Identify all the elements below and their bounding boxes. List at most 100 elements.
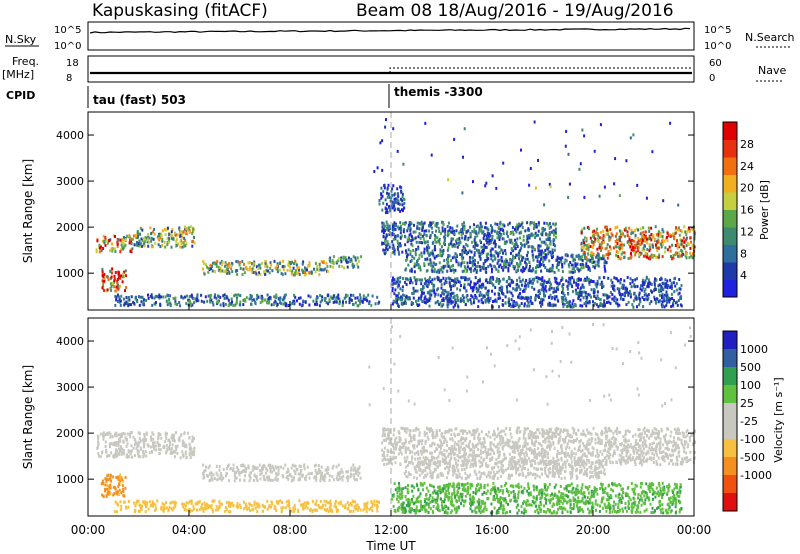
range-cell — [480, 241, 482, 244]
range-cell — [208, 472, 211, 476]
range-cell — [225, 296, 228, 300]
range-cell — [470, 300, 472, 304]
range-cell — [651, 448, 654, 452]
range-cell — [379, 141, 382, 145]
range-cell — [298, 302, 301, 306]
range-cell — [567, 152, 570, 156]
range-cell — [204, 469, 207, 472]
range-cell — [670, 255, 672, 258]
range-cell — [428, 253, 431, 257]
range-cell — [529, 296, 532, 300]
range-cell — [650, 226, 653, 230]
range-cell — [677, 228, 680, 232]
range-cell — [302, 503, 305, 507]
range-cell — [259, 473, 262, 476]
range-cell — [275, 301, 278, 305]
range-cell — [288, 264, 290, 268]
range-cell — [643, 298, 646, 302]
range-cell — [314, 463, 317, 467]
range-cell — [630, 232, 633, 236]
range-cell — [668, 297, 671, 301]
range-cell — [658, 252, 661, 256]
range-cell — [316, 267, 319, 271]
range-cell — [138, 303, 141, 307]
range-cell — [524, 286, 527, 290]
range-cell — [630, 243, 633, 247]
range-cell — [569, 304, 572, 308]
range-cell — [396, 198, 399, 202]
range-cell — [223, 264, 226, 268]
range-cell — [570, 449, 573, 453]
range-cell — [523, 302, 526, 306]
range-cell — [112, 234, 115, 238]
range-cell — [491, 289, 493, 293]
y-tick-label: 3000 — [56, 175, 84, 188]
range-cell — [205, 507, 208, 511]
range-cell — [459, 253, 462, 256]
range-cell — [609, 236, 612, 240]
range-cell — [450, 259, 453, 262]
range-cell — [410, 267, 413, 271]
range-cell — [630, 285, 633, 289]
range-cell — [117, 490, 119, 494]
range-cell — [491, 267, 493, 271]
range-cell — [153, 441, 156, 445]
range-cell — [619, 297, 622, 301]
range-cell — [678, 245, 681, 249]
range-cell — [514, 227, 516, 231]
range-cell — [496, 443, 499, 447]
range-cell — [608, 245, 611, 249]
range-cell — [123, 303, 126, 307]
range-cell — [341, 300, 344, 304]
range-cell — [574, 264, 577, 268]
range-cell — [351, 262, 354, 266]
range-cell — [411, 281, 414, 285]
range-cell — [620, 256, 623, 260]
range-cell — [432, 430, 435, 434]
range-cell — [292, 299, 295, 303]
range-cell — [358, 471, 361, 475]
range-cell — [664, 237, 667, 241]
range-cell — [553, 270, 556, 274]
range-cell — [350, 259, 353, 263]
range-cell — [487, 265, 490, 269]
range-cell — [356, 503, 359, 507]
range-cell — [577, 297, 580, 300]
range-cell — [277, 500, 280, 504]
range-cell — [638, 297, 641, 301]
range-cell — [111, 247, 114, 251]
range-cell — [656, 247, 659, 250]
range-cell — [687, 443, 690, 447]
range-cell — [124, 243, 127, 247]
range-cell — [370, 501, 373, 504]
range-cell — [266, 293, 269, 297]
range-cell — [340, 258, 342, 262]
range-cell — [179, 245, 182, 249]
range-cell — [411, 255, 414, 259]
range-cell — [515, 230, 518, 234]
range-cell — [505, 258, 507, 262]
range-cell — [458, 243, 460, 246]
range-cell — [231, 300, 233, 304]
range-cell — [193, 301, 196, 305]
range-cell — [585, 304, 588, 308]
range-cell — [131, 455, 134, 459]
range-cell — [509, 284, 511, 288]
range-cell — [326, 507, 329, 511]
range-cell — [308, 476, 311, 480]
range-cell — [592, 253, 595, 257]
range-cell — [565, 253, 568, 257]
range-cell — [447, 302, 450, 306]
range-cell — [596, 239, 599, 242]
range-cell — [150, 435, 152, 439]
range-cell — [461, 429, 464, 433]
range-cell — [624, 286, 627, 290]
range-cell — [461, 269, 464, 273]
range-cell — [478, 254, 481, 258]
range-cell — [470, 250, 473, 254]
range-cell — [390, 203, 393, 207]
range-cell — [348, 503, 350, 507]
range-cell — [689, 246, 692, 250]
range-cell — [210, 504, 213, 507]
range-cell — [657, 288, 660, 292]
